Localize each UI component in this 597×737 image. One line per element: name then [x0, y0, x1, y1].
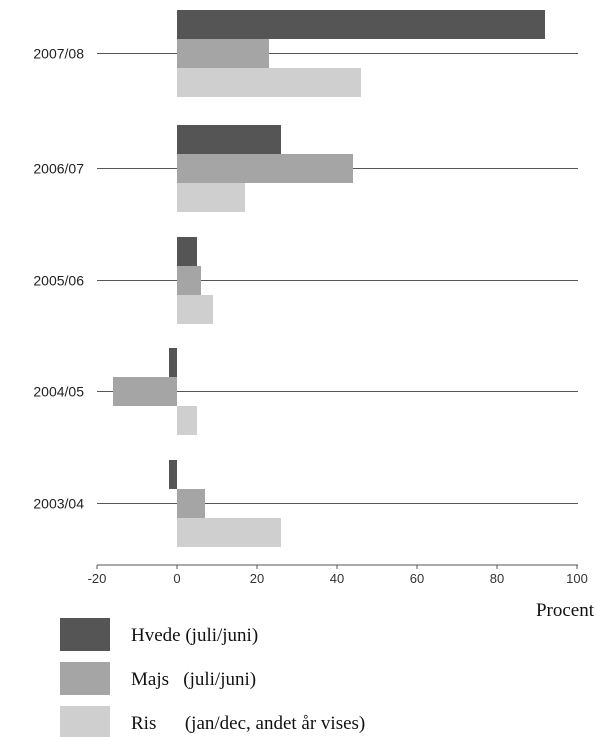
bar: [177, 10, 545, 39]
bar: [169, 348, 177, 377]
bar: [169, 460, 177, 489]
bar: [177, 154, 353, 183]
x-tick-label: 0: [173, 571, 180, 586]
x-tick-label: 20: [250, 571, 264, 586]
bar: [177, 39, 269, 68]
legend-swatch: [60, 618, 110, 651]
legend-label: Ris (jan/dec, andet år vises): [131, 713, 365, 734]
category-lines: [97, 53, 578, 504]
x-tick-label: 40: [330, 571, 344, 586]
category-label: 2006/07: [33, 161, 84, 177]
x-tick-labels: -20 0 20 40 60 80 100: [88, 565, 588, 586]
category-labels: 2007/08 2006/07 2005/06 2004/05 2003/04: [33, 46, 84, 512]
category-label: 2003/04: [33, 496, 84, 512]
bar: [177, 518, 281, 547]
bar: [177, 125, 281, 154]
x-tick-label: 100: [566, 571, 588, 586]
legend-swatch: [60, 706, 110, 737]
bars: [113, 10, 545, 547]
bar: [177, 237, 197, 266]
x-axis-title: Procent: [536, 600, 595, 621]
category-label: 2005/06: [33, 273, 84, 289]
bar: [177, 183, 245, 212]
legend-label: Hvede (juli/juni): [131, 625, 258, 646]
bar: [113, 377, 177, 406]
x-tick-label: 80: [490, 571, 504, 586]
legend-label: Majs (juli/juni): [131, 669, 256, 690]
x-tick-label: -20: [88, 571, 107, 586]
x-tick-label: 60: [410, 571, 424, 586]
legend: Hvede (juli/juni) Majs (juli/juni) Ris (ja…: [60, 618, 365, 737]
bar: [177, 406, 197, 435]
category-label: 2004/05: [33, 384, 84, 400]
bar: [177, 489, 205, 518]
category-label: 2007/08: [33, 46, 84, 62]
legend-swatch: [60, 662, 110, 695]
bar: [177, 68, 361, 97]
bar: [177, 266, 201, 295]
bar: [177, 295, 213, 324]
